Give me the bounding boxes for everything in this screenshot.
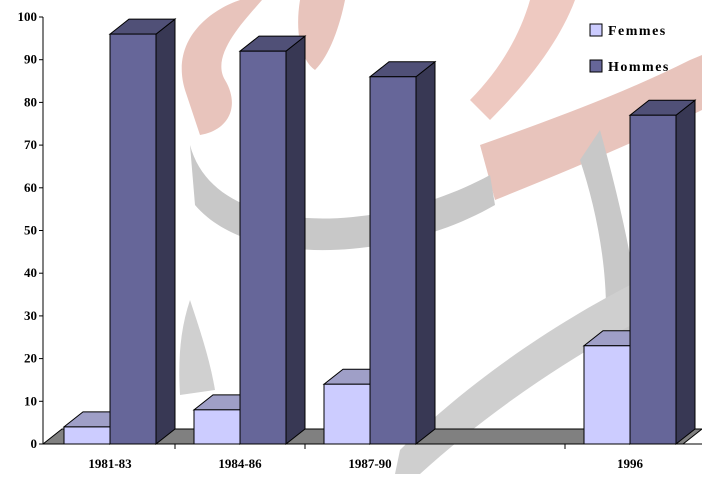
bar-front-face — [240, 51, 286, 444]
bar-front-face — [194, 410, 240, 444]
legend-swatch-hommes — [590, 60, 602, 72]
bar-side-face — [286, 36, 305, 444]
legend: Femmes Hommes — [590, 24, 670, 75]
x-tick-label: 1981-83 — [88, 456, 132, 471]
legend-label-hommes: Hommes — [608, 60, 670, 75]
x-tick-label: 1987-90 — [348, 456, 391, 471]
bar-front-face — [584, 346, 630, 444]
bar-front-face — [110, 34, 156, 444]
y-tick-label: 70 — [24, 137, 37, 152]
y-tick-label: 20 — [24, 351, 37, 366]
bar-front-face — [64, 427, 110, 444]
y-tick-label: 60 — [24, 180, 37, 195]
bar-front-face — [324, 384, 370, 444]
bar-front-face — [630, 115, 676, 444]
bar-hommes-1981-83 — [110, 19, 175, 444]
x-tick-label: 1996 — [617, 456, 644, 471]
y-tick-label: 0 — [31, 436, 38, 451]
bar-hommes-1984-86 — [240, 36, 305, 444]
y-tick-label: 30 — [24, 308, 37, 323]
bar-side-face — [416, 62, 435, 444]
bar-side-face — [676, 100, 695, 444]
x-tick-label: 1984-86 — [218, 456, 262, 471]
y-tick-label: 40 — [24, 265, 37, 280]
y-tick-label: 100 — [18, 9, 38, 24]
legend-swatch-femmes — [590, 24, 602, 36]
bar-front-face — [370, 77, 416, 444]
y-tick-label: 10 — [24, 393, 37, 408]
y-tick-label: 80 — [24, 94, 37, 109]
y-tick-label: 90 — [24, 52, 37, 67]
bar-hommes-1987-90 — [370, 62, 435, 444]
legend-label-femmes: Femmes — [608, 24, 667, 39]
bar-side-face — [156, 19, 175, 444]
y-tick-label: 50 — [24, 223, 37, 238]
bar-hommes-1996 — [630, 100, 695, 444]
